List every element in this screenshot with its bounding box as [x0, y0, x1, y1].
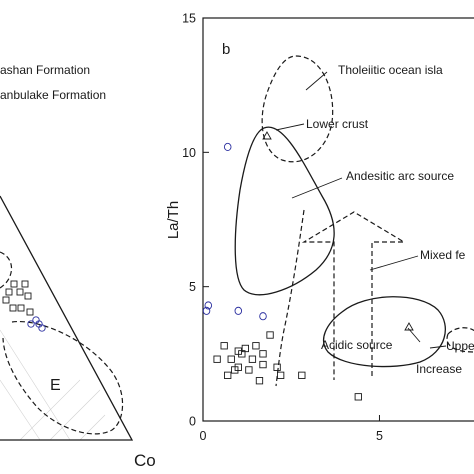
label-upper-crust: Uppe [446, 339, 474, 353]
ternary-point-square [2, 296, 10, 304]
axis-ticks: 0 5 10 15 0 5 [182, 12, 383, 444]
legend-entry-2: anbulake Formation [0, 88, 106, 102]
y-axis-label: La/Th [165, 201, 182, 239]
data-point-square [252, 342, 260, 350]
field-acidic-source [323, 296, 446, 368]
ternary-point-square [21, 280, 29, 288]
data-point-square [259, 360, 267, 369]
x-tick-label: 5 [376, 429, 383, 443]
ternary-point-square [17, 304, 25, 312]
x-tick-label: 0 [200, 429, 207, 443]
field-label-E: E [50, 377, 61, 394]
data-point-circle [234, 306, 243, 315]
data-point-circle [204, 301, 213, 310]
ternary-outline [0, 195, 134, 441]
data-point-square [354, 393, 362, 401]
data-point-square [224, 371, 232, 379]
boundary-dashed-line [275, 209, 305, 387]
label-tholeiitic-ocean-island: Tholeiitic ocean isla [338, 63, 443, 77]
label-acidic-source: Acidic source [321, 338, 393, 352]
label-andesitic-arc-source: Andesitic arc source [346, 169, 454, 183]
ternary-point-circle [27, 320, 35, 328]
acidic-source-marker [404, 322, 414, 331]
data-point-square [298, 371, 306, 379]
data-point-square [255, 377, 264, 385]
apex-label-co: Co [134, 451, 156, 470]
data-point-square [276, 371, 285, 379]
ternary-point-square [5, 288, 13, 296]
panel-label-b: b [222, 41, 230, 58]
y-tick-label: 10 [182, 146, 196, 160]
ternary-point-square [10, 280, 18, 288]
label-mixed-felsic: Mixed fe [420, 248, 466, 262]
field-upper-boundary [0, 251, 13, 289]
ternary-point-square [16, 288, 24, 296]
y-tick-label: 5 [189, 280, 196, 294]
data-point-square [213, 355, 221, 363]
label-lower-crust: Lower crust [306, 117, 369, 131]
ternary-point-circle [38, 324, 46, 332]
data-point-square [266, 331, 274, 339]
data-point-square [273, 363, 281, 371]
data-point-square [245, 366, 253, 374]
field-upper-crust [446, 327, 474, 353]
legend-entry-1: ashan Formation [0, 63, 90, 77]
data-point-square [227, 355, 235, 363]
data-point-circle [202, 306, 211, 315]
ternary-point-square [24, 292, 32, 300]
y-tick-label: 0 [189, 415, 196, 429]
data-point-square [259, 350, 267, 358]
data-point-square [248, 355, 257, 363]
data-point-square [220, 342, 228, 350]
ternary-point-square [9, 304, 17, 312]
lower-crust-marker [262, 131, 272, 140]
panel-b-points [202, 142, 362, 401]
plot-frame [202, 17, 474, 422]
field-tholeiitic-ocean-island [261, 55, 334, 163]
y-tick-label: 15 [182, 12, 196, 26]
ternary-grid [0, 329, 106, 441]
field-E-boundary [2, 320, 124, 435]
data-point-square [234, 363, 242, 371]
panel-b: 0 5 10 15 0 5 La/Th b Tholeiitic ocean isla L… [165, 12, 474, 444]
data-point-square [234, 347, 242, 355]
ternary-point-square [26, 308, 34, 316]
field-andesitic-arc-source [234, 126, 335, 296]
panel-a: E Co [0, 195, 156, 470]
data-point-circle [223, 142, 232, 152]
label-increasing: Increase [416, 362, 462, 376]
data-point-square [241, 344, 250, 353]
mixed-felsic-arrow [301, 211, 407, 380]
data-point-circle [259, 312, 267, 321]
ternary-points [2, 280, 46, 332]
